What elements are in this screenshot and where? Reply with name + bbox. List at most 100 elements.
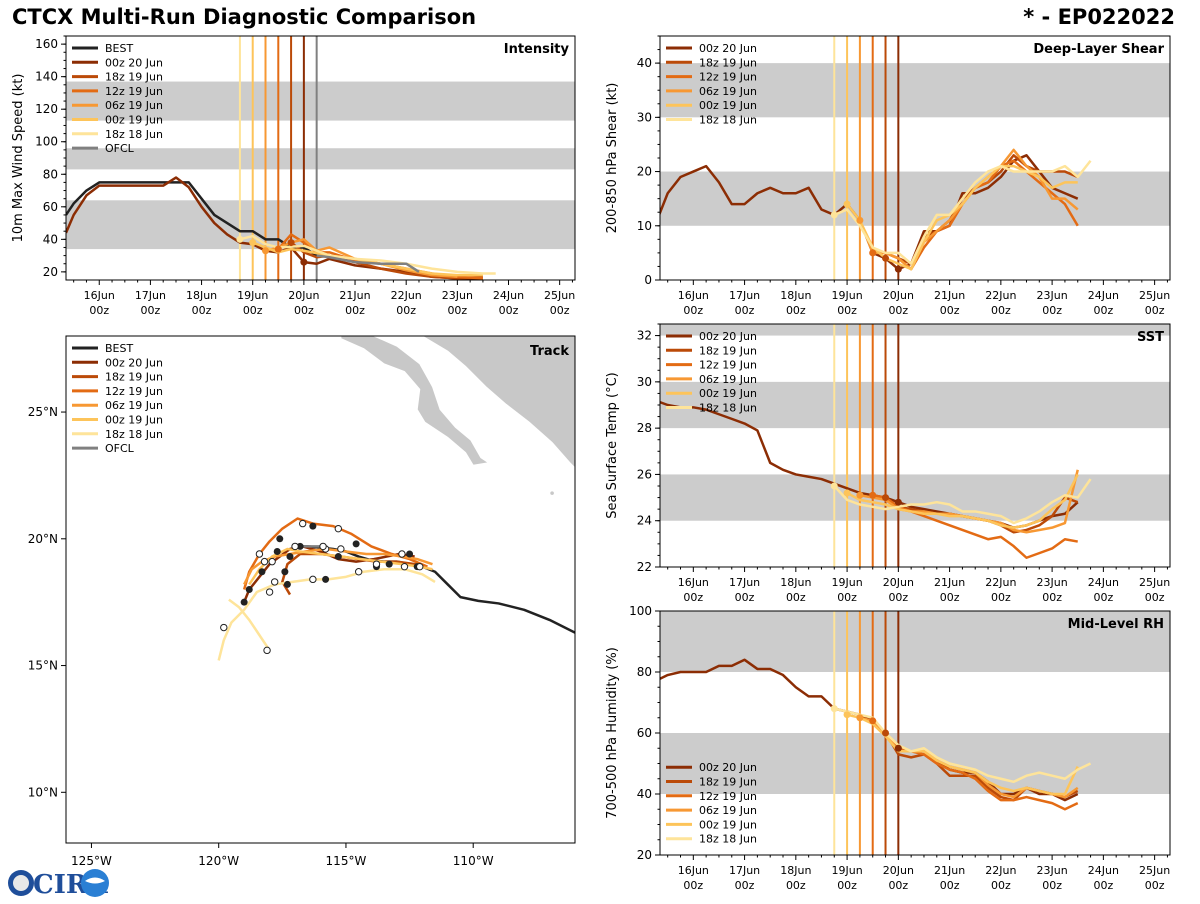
x-tick-hour: 00z (294, 304, 314, 317)
legend-label: 18z 19 Jun (105, 371, 163, 384)
x-tick-label: 125°W (71, 854, 112, 868)
x-tick-hour: 00z (141, 304, 161, 317)
track-point-open (263, 646, 271, 655)
x-tick-hour: 00z (683, 591, 703, 604)
init-marker (856, 714, 864, 722)
track-point-open (334, 524, 343, 533)
y-tick-label: 60 (43, 200, 58, 214)
track-point-open (372, 560, 381, 568)
map-frame (65, 335, 576, 844)
init-marker (856, 216, 864, 224)
y-tick-label: 10°N (28, 785, 58, 799)
track-point-filled (281, 568, 289, 576)
y-tick-label: 20 (637, 848, 652, 862)
x-tick-hour: 00z (888, 304, 908, 317)
x-tick-hour: 00z (940, 879, 960, 892)
x-tick-hour: 00z (1145, 879, 1165, 892)
y-tick-label: 0 (644, 273, 652, 287)
shaded-band (660, 324, 1170, 336)
legend-label: BEST (105, 42, 133, 55)
chart-rh: 20 40 60 80 100 16Jun 00z 17Jun 00z 18Jun 00z 19Jun… (605, 604, 1171, 892)
panel-title: Track (530, 344, 569, 359)
legend-label: 18z 19 Jun (699, 56, 757, 69)
init-marker (843, 489, 851, 497)
track-point-filled (273, 547, 281, 555)
shaded-band (660, 611, 1170, 672)
x-tick-day: 20Jun (883, 289, 914, 302)
track-point-open (354, 568, 363, 576)
legend-label: 18z 19 Jun (105, 71, 163, 84)
x-tick-hour: 00z (1145, 591, 1165, 604)
x-tick-day: 24Jun (1088, 864, 1119, 877)
y-tick-label: 80 (637, 665, 652, 679)
track-point-filled (322, 575, 330, 583)
y-axis-label: Sea Surface Temp (°C) (605, 372, 620, 519)
x-tick-label: 120°W (198, 854, 239, 868)
x-tick-hour: 00z (735, 304, 755, 317)
track-point-open (268, 557, 276, 566)
x-tick-day: 23Jun (1037, 289, 1068, 302)
x-tick-day: 17Jun (729, 576, 760, 589)
x-tick-hour: 00z (991, 591, 1011, 604)
track-line (228, 598, 271, 652)
series-line (66, 181, 318, 257)
y-tick-label: 20 (637, 165, 652, 179)
track-point-open (416, 562, 424, 571)
x-tick-day: 19Jun (831, 289, 862, 302)
init-marker (869, 249, 877, 257)
track-point-filled (334, 553, 342, 561)
x-tick-hour: 00z (550, 304, 570, 317)
series-line (290, 241, 483, 280)
x-tick-day: 25Jun (544, 289, 575, 302)
init-marker (882, 729, 890, 737)
legend-label: 18z 18 Jun (699, 833, 757, 846)
chart-sst: 22 24 26 28 30 32 16Jun 00z 17Jun 00z 18Jun 00z 19Ju… (605, 323, 1171, 604)
legend-label: OFCL (105, 142, 135, 155)
globe-highlight-icon (13, 875, 29, 891)
legend-label: 00z 19 Jun (105, 114, 163, 127)
x-tick-day: 16Jun (84, 289, 115, 302)
legend-label: 12z 19 Jun (699, 71, 757, 84)
y-axis-label: 10m Max Wind Speed (kt) (11, 74, 26, 243)
y-tick-label: 40 (637, 56, 652, 70)
x-tick-hour: 00z (683, 304, 703, 317)
legend-label: 00z 19 Jun (105, 414, 163, 427)
track-point-open (220, 623, 228, 632)
init-marker (843, 200, 851, 208)
legend-label: 00z 20 Jun (699, 330, 757, 343)
shaded-band (660, 733, 1170, 794)
x-tick-hour: 00z (192, 304, 212, 317)
init-marker (869, 717, 877, 725)
y-tick-label: 32 (637, 329, 652, 343)
init-marker (236, 235, 244, 243)
panel-title: Intensity (504, 42, 570, 57)
y-tick-label: 22 (637, 560, 652, 574)
panel-title: Mid-Level RH (1068, 617, 1164, 632)
plot-area (660, 36, 1170, 280)
x-tick-hour: 00z (991, 879, 1011, 892)
track-point-open (255, 550, 264, 558)
legend-label: 06z 19 Jun (105, 99, 163, 112)
legend-label: 18z 18 Jun (699, 114, 757, 127)
y-tick-label: 120 (35, 102, 58, 116)
legend-label: 12z 19 Jun (105, 85, 163, 98)
x-tick-day: 23Jun (442, 289, 473, 302)
y-tick-label: 26 (637, 467, 652, 481)
satellite-icon-wave (85, 877, 105, 884)
x-tick-day: 24Jun (493, 289, 524, 302)
plot-frame (659, 323, 1171, 568)
legend-label: 06z 19 Jun (699, 373, 757, 386)
y-tick-label: 30 (637, 110, 652, 124)
track-point-filled (240, 598, 248, 606)
init-marker (856, 491, 864, 499)
x-tick-day: 16Jun (678, 864, 709, 877)
x-tick-hour: 00z (499, 304, 519, 317)
legend-label: 00z 19 Jun (699, 818, 757, 831)
x-tick-hour: 00z (786, 879, 806, 892)
plot-area (660, 611, 1170, 855)
legend-label: 12z 19 Jun (105, 385, 163, 398)
series-line (316, 254, 420, 273)
x-tick-hour: 00z (786, 591, 806, 604)
y-axis-label: 200-850 hPa Shear (kt) (605, 83, 620, 234)
